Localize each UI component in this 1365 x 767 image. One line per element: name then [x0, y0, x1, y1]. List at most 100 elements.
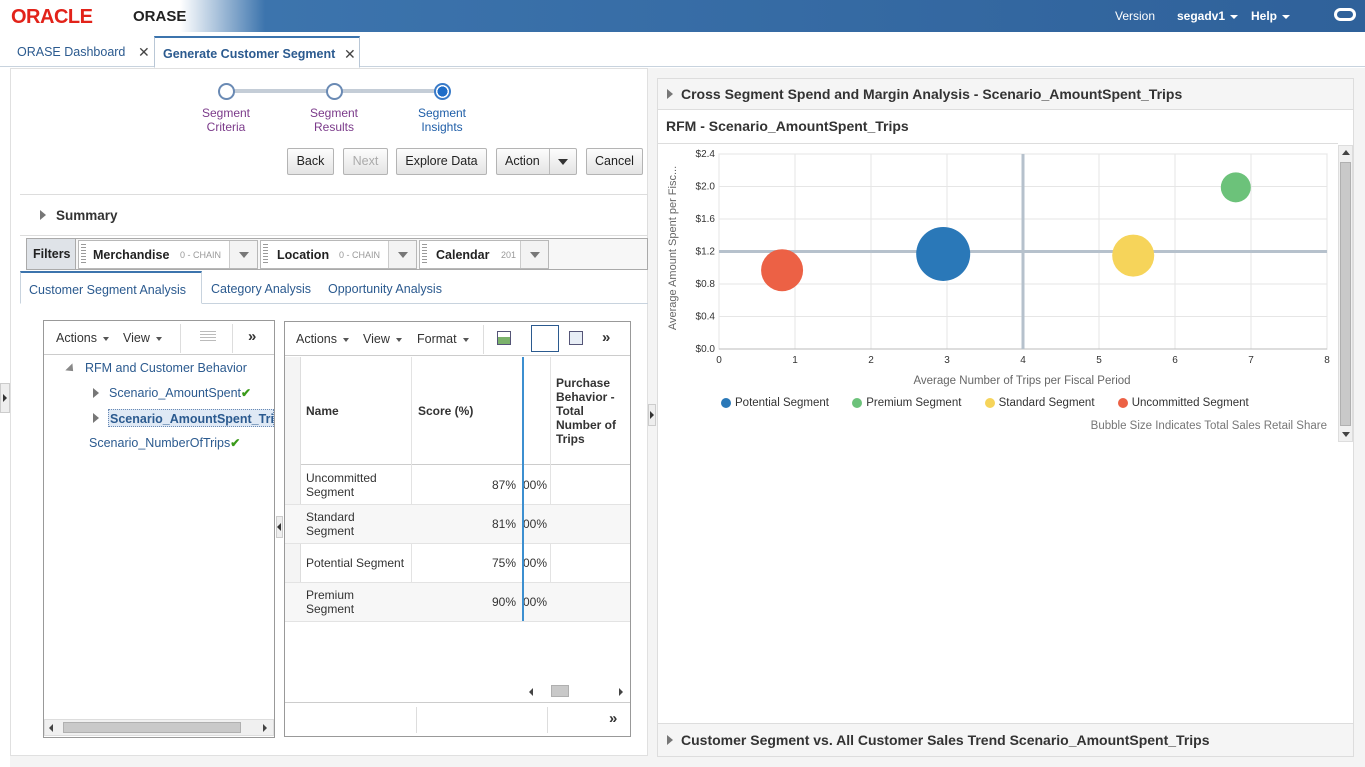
score-value: 75% — [491, 556, 516, 570]
col-header-purchase[interactable]: Purchase Behavior - Total Number of Trip… — [556, 376, 616, 446]
tree-node-label: Scenario_NumberOfTrips — [89, 436, 231, 450]
legend-label: Standard Segment — [998, 397, 1095, 409]
drag-handle-icon[interactable] — [422, 244, 427, 265]
y-tick-label: $2.4 — [696, 149, 716, 160]
partial-value: 00% — [523, 478, 548, 492]
close-icon[interactable]: ✕ — [344, 46, 356, 62]
tree-overflow-button[interactable]: » — [248, 328, 257, 345]
explore-data-button[interactable]: Explore Data — [396, 148, 487, 175]
version-link[interactable]: Version — [1115, 9, 1156, 23]
tree-node-amountspent-trips[interactable]: Scenario_AmountSpent_Trip — [108, 409, 274, 427]
calendar-filter[interactable]: Calendar 201 — [419, 240, 549, 269]
step-indicator-results[interactable] — [326, 83, 343, 100]
left-splitter[interactable] — [0, 383, 10, 413]
filter-dropdown[interactable] — [229, 241, 257, 268]
table-overflow-button[interactable]: » — [602, 329, 611, 346]
help-menu[interactable]: Help — [1251, 9, 1291, 23]
pane-splitter[interactable] — [276, 516, 283, 538]
step-indicator-insights[interactable] — [434, 83, 451, 100]
legend-item-uncommitted[interactable]: Uncommitted Segment — [1117, 397, 1249, 409]
x-tick-label: 4 — [1020, 355, 1026, 366]
tree-node-amountspent[interactable]: Scenario_AmountSpent✔ — [109, 386, 251, 400]
export-excel-icon[interactable] — [497, 331, 511, 345]
oracle-logo: ORACLE — [11, 6, 93, 28]
expand-icon[interactable] — [667, 89, 673, 99]
table-row[interactable]: Premium Segment 90% 00% — [285, 583, 630, 622]
table-row[interactable]: Uncommitted Segment 87% 00% — [285, 466, 630, 505]
chart-bubbles — [761, 172, 1251, 292]
next-button[interactable]: Next — [343, 148, 388, 175]
step-label-results[interactable]: Segment Results — [294, 106, 374, 134]
scroll-right-icon[interactable] — [619, 688, 623, 696]
scroll-thumb[interactable] — [551, 685, 569, 697]
sales-trend-header[interactable]: Customer Segment vs. All Customer Sales … — [658, 723, 1353, 756]
scroll-left-icon[interactable] — [529, 688, 533, 696]
section-title: Cross Segment Spend and Margin Analysis … — [681, 86, 1183, 102]
expand-icon[interactable] — [667, 735, 673, 745]
step-indicator-criteria[interactable] — [218, 83, 235, 100]
filter-dropdown[interactable] — [520, 241, 548, 268]
tab-category-analysis[interactable]: Category Analysis — [211, 282, 312, 296]
user-menu[interactable]: segadv1 — [1177, 9, 1239, 23]
legend-item-standard[interactable]: Standard Segment — [984, 397, 1095, 409]
scroll-up-icon[interactable] — [1342, 150, 1350, 155]
tree-node-rfm[interactable]: RFM and Customer Behavior — [85, 361, 247, 375]
summary-title: Summary — [56, 208, 118, 223]
step-label-line: Criteria — [206, 120, 246, 134]
table-actions-menu[interactable]: Actions — [296, 332, 349, 346]
tab-generate-customer-segment[interactable]: Generate Customer Segment ✕ — [154, 36, 360, 68]
location-filter[interactable]: Location 0 - CHAIN — [260, 240, 417, 269]
oracle-o-icon[interactable] — [1334, 8, 1356, 21]
back-button[interactable]: Back — [287, 148, 334, 175]
step-label-criteria[interactable]: Segment Criteria — [186, 106, 266, 134]
tree-node-numberoftrips[interactable]: Scenario_NumberOfTrips✔ — [89, 436, 240, 450]
action-button[interactable]: Action — [496, 148, 577, 175]
table-row[interactable]: Potential Segment 75% 00% — [285, 544, 630, 583]
legend-item-premium[interactable]: Premium Segment — [852, 397, 961, 409]
freeze-column-button[interactable] — [531, 325, 559, 352]
col-header-score[interactable]: Score (%) — [418, 404, 474, 418]
menu-label: Format — [417, 332, 457, 346]
close-icon[interactable]: ✕ — [138, 44, 150, 60]
legend-dot — [1117, 397, 1128, 408]
footer-overflow-button[interactable]: » — [609, 710, 618, 727]
summary-section[interactable]: Summary — [20, 194, 648, 236]
table-format-menu[interactable]: Format — [417, 332, 469, 346]
scroll-left-icon[interactable] — [49, 724, 53, 732]
chevron-down-icon[interactable] — [558, 159, 568, 165]
table-view-menu[interactable]: View — [363, 332, 402, 346]
tree-actions-menu[interactable]: Actions — [56, 331, 109, 345]
cross-segment-header[interactable]: Cross Segment Spend and Margin Analysis … — [658, 79, 1353, 110]
legend-item-potential[interactable]: Potential Segment — [721, 397, 829, 409]
filter-dropdown[interactable] — [388, 241, 416, 268]
scroll-thumb[interactable] — [1340, 162, 1351, 426]
scroll-down-icon[interactable] — [1342, 432, 1350, 437]
app-name: ORASE — [133, 8, 187, 25]
scroll-right-icon[interactable] — [263, 724, 267, 732]
tree-view-menu[interactable]: View — [123, 331, 162, 345]
merchandise-filter[interactable]: Merchandise 0 - CHAIN — [78, 240, 258, 269]
tree-horizontal-scrollbar[interactable] — [44, 719, 274, 736]
cancel-button[interactable]: Cancel — [586, 148, 643, 175]
chevron-down-icon — [1282, 14, 1291, 19]
x-tick-label: 5 — [1096, 355, 1102, 366]
center-splitter[interactable] — [648, 404, 656, 426]
expand-icon[interactable] — [93, 413, 99, 423]
step-label-insights[interactable]: Segment Insights — [402, 106, 482, 134]
drag-handle-icon[interactable] — [263, 244, 268, 265]
expand-icon[interactable] — [40, 210, 46, 220]
drag-handle-icon[interactable] — [81, 244, 86, 265]
tab-opportunity-analysis[interactable]: Opportunity Analysis — [328, 282, 442, 296]
y-axis-label: Average Amount Spent per Fisc... — [667, 166, 679, 330]
table-horizontal-scrollbar[interactable] — [524, 684, 628, 700]
tab-orase-dashboard[interactable]: ORASE Dashboard ✕ — [0, 36, 154, 68]
chart-vertical-scrollbar[interactable] — [1338, 145, 1353, 442]
table-row[interactable]: Standard Segment 81% 00% — [285, 505, 630, 544]
detach-icon[interactable] — [569, 331, 583, 345]
x-tick-label: 7 — [1248, 355, 1254, 366]
expand-icon[interactable] — [93, 388, 99, 398]
scroll-thumb[interactable] — [63, 722, 241, 733]
tab-customer-segment-analysis[interactable]: Customer Segment Analysis — [20, 271, 202, 304]
filter-list-icon[interactable] — [200, 331, 216, 343]
col-header-name[interactable]: Name — [306, 404, 339, 418]
